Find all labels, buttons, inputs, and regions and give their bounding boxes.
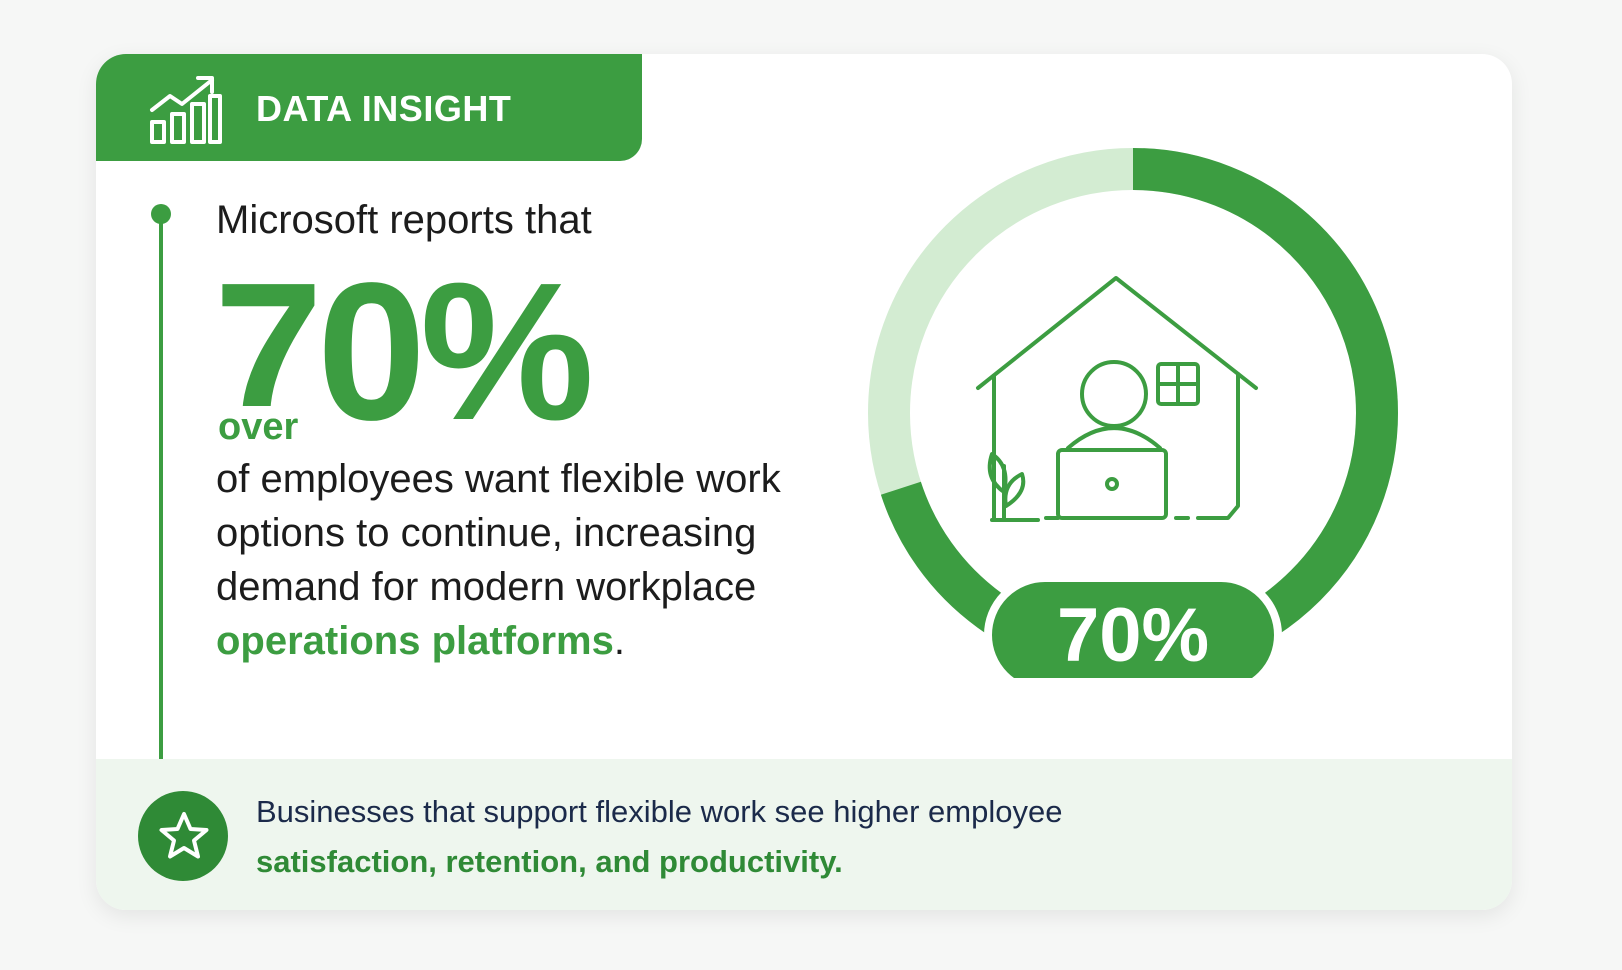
insight-highlight: operations platforms — [216, 619, 614, 663]
stat-prefix: over — [218, 406, 303, 449]
home-office-icon — [976, 276, 1258, 522]
donut-label: 70% — [1057, 593, 1209, 678]
lead-text: Microsoft reports that — [216, 198, 592, 242]
insight-body-text: of employees want flexible work options … — [216, 457, 781, 609]
accent-dot — [151, 204, 171, 224]
header-tab: DATA INSIGHT — [96, 54, 642, 161]
header-title: DATA INSIGHT — [256, 88, 512, 129]
footer-text: Businesses that support flexible work se… — [256, 787, 1062, 887]
star-badge — [138, 791, 228, 881]
accent-line — [159, 214, 163, 779]
donut-chart: 70% — [868, 148, 1398, 696]
insight-period: . — [613, 619, 625, 663]
footer-line-1: Businesses that support flexible work se… — [256, 794, 1063, 829]
insight-body: of employees want flexible work options … — [216, 452, 816, 668]
growth-chart-icon — [148, 72, 224, 146]
insight-card: DATA INSIGHT Microsoft reports that 70% … — [96, 54, 1512, 910]
star-icon — [159, 812, 209, 859]
footer-line-2: satisfaction, retention, and productivit… — [256, 844, 843, 879]
footer-banner: Businesses that support flexible work se… — [96, 759, 1512, 910]
